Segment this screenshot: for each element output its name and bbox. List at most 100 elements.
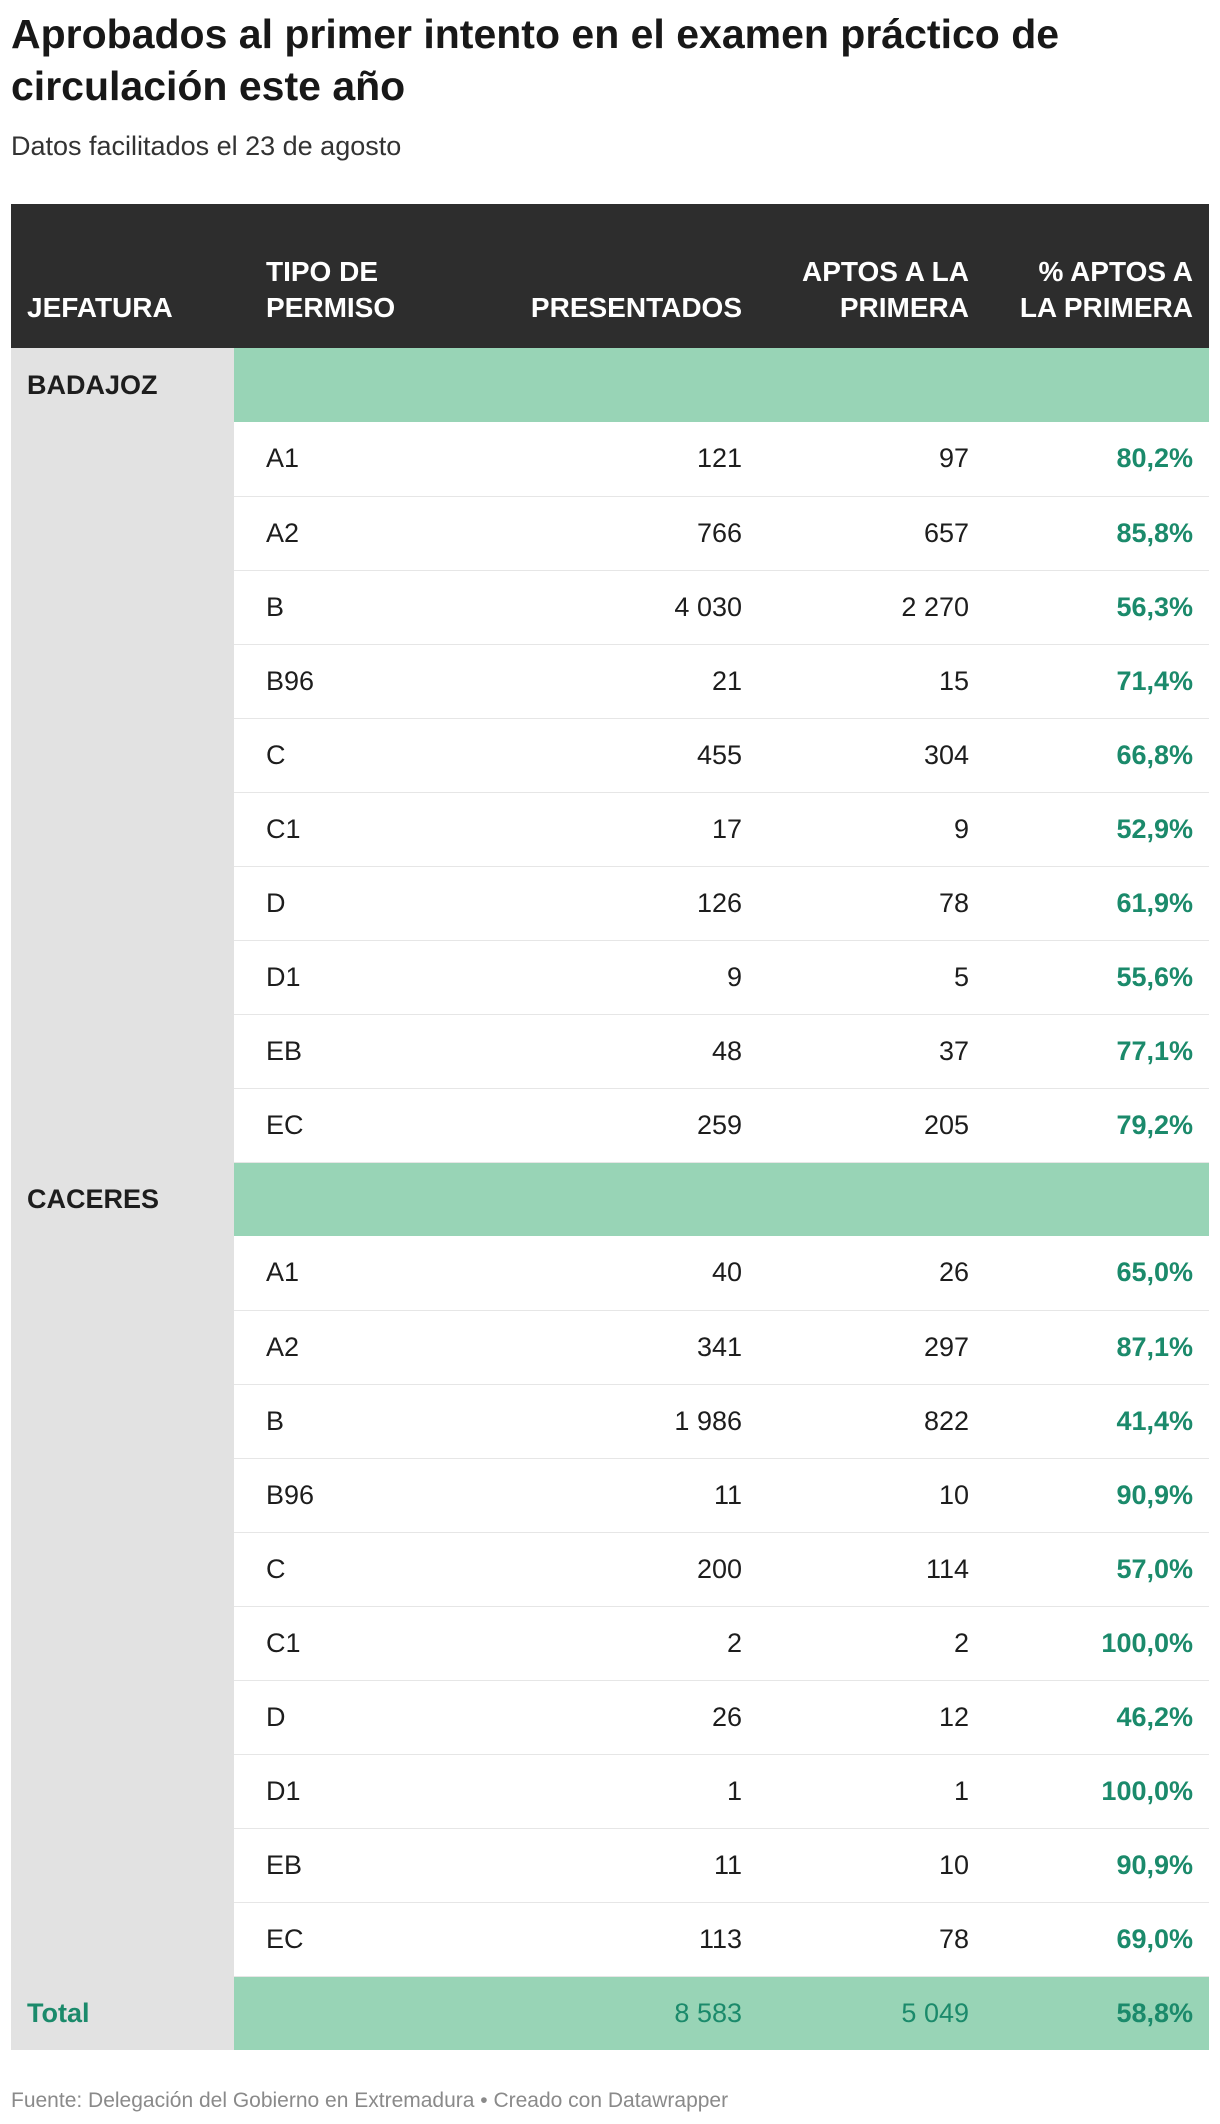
total-label: Total	[11, 1976, 234, 2050]
pct-aptos-cell: 80,2%	[985, 422, 1209, 497]
column-header-aptos[interactable]: APTOS A LA PRIMERA	[758, 204, 985, 348]
table-row: EC 259 205 79,2%	[11, 1088, 1209, 1163]
jefatura-cell	[11, 1902, 234, 1977]
table-row: D1 9 5 55,6%	[11, 940, 1209, 1015]
table-row: D 26 12 46,2%	[11, 1680, 1209, 1755]
table-row: EB 48 37 77,1%	[11, 1014, 1209, 1089]
tipo-permiso-cell: A2	[234, 496, 478, 571]
table-row: EB 11 10 90,9%	[11, 1828, 1209, 1903]
tipo-permiso-cell: C1	[234, 1606, 478, 1681]
tipo-permiso-cell: B	[234, 570, 478, 645]
pct-aptos-cell: 100,0%	[985, 1606, 1209, 1681]
tipo-permiso-cell: C	[234, 718, 478, 793]
jefatura-cell	[11, 422, 234, 497]
aptos-cell: 657	[758, 496, 985, 571]
tipo-permiso-cell: B	[234, 1384, 478, 1459]
pct-aptos-cell: 79,2%	[985, 1088, 1209, 1163]
pct-aptos-cell: 65,0%	[985, 1236, 1209, 1311]
tipo-permiso-cell: EC	[234, 1902, 478, 1977]
presentados-cell: 126	[478, 866, 758, 941]
group-row: BADAJOZ	[11, 348, 1209, 422]
tipo-permiso-cell: EB	[234, 1014, 478, 1089]
jefatura-cell	[11, 792, 234, 867]
presentados-cell: 21	[478, 644, 758, 719]
jefatura-cell	[11, 1754, 234, 1829]
pct-aptos-cell: 66,8%	[985, 718, 1209, 793]
aptos-cell: 12	[758, 1680, 985, 1755]
column-header-tipo-permiso[interactable]: TIPO DE PERMISO	[234, 204, 478, 348]
aptos-cell: 114	[758, 1532, 985, 1607]
jefatura-cell	[11, 1828, 234, 1903]
group-row: CACERES	[11, 1162, 1209, 1236]
table-row: B96 11 10 90,9%	[11, 1458, 1209, 1533]
presentados-cell: 9	[478, 940, 758, 1015]
aptos-cell: 97	[758, 422, 985, 497]
tipo-permiso-cell: A1	[234, 422, 478, 497]
tipo-permiso-cell: D1	[234, 1754, 478, 1829]
pct-aptos-cell: 52,9%	[985, 792, 1209, 867]
table-body: BADAJOZ A1 121 97 80,2% A2 766 657 85,8% B 4 030 2 …	[11, 348, 1209, 2050]
presentados-cell: 17	[478, 792, 758, 867]
jefatura-cell	[11, 1680, 234, 1755]
jefatura-cell	[11, 940, 234, 1015]
pct-aptos-cell: 57,0%	[985, 1532, 1209, 1607]
jefatura-cell	[11, 1384, 234, 1459]
pct-aptos-cell: 41,4%	[985, 1384, 1209, 1459]
group-jefatura-label: BADAJOZ	[11, 348, 234, 422]
table-row: A2 766 657 85,8%	[11, 496, 1209, 571]
pct-aptos-cell: 87,1%	[985, 1310, 1209, 1385]
presentados-cell: 113	[478, 1902, 758, 1977]
tipo-permiso-cell: EB	[234, 1828, 478, 1903]
tipo-permiso-cell: A2	[234, 1310, 478, 1385]
header-row: JEFATURA TIPO DE PERMISO PRESENTADOS APT…	[11, 204, 1209, 348]
total-tipo-cell	[234, 1976, 478, 2050]
total-aptos: 5 049	[758, 1976, 985, 2050]
column-header-presentados[interactable]: PRESENTADOS	[478, 204, 758, 348]
group-band	[234, 348, 1209, 422]
jefatura-cell	[11, 866, 234, 941]
presentados-cell: 40	[478, 1236, 758, 1311]
table-row: D1 1 1 100,0%	[11, 1754, 1209, 1829]
pct-aptos-cell: 90,9%	[985, 1458, 1209, 1533]
table-row: A1 121 97 80,2%	[11, 422, 1209, 497]
pct-aptos-cell: 85,8%	[985, 496, 1209, 571]
tipo-permiso-cell: D1	[234, 940, 478, 1015]
table-row: C1 17 9 52,9%	[11, 792, 1209, 867]
chart-subtitle: Datos facilitados el 23 de agosto	[11, 131, 402, 161]
presentados-cell: 4 030	[478, 570, 758, 645]
table-row: C 200 114 57,0%	[11, 1532, 1209, 1607]
pct-aptos-cell: 61,9%	[985, 866, 1209, 941]
presentados-cell: 121	[478, 422, 758, 497]
tipo-permiso-cell: D	[234, 866, 478, 941]
presentados-cell: 26	[478, 1680, 758, 1755]
column-header-jefatura[interactable]: JEFATURA	[11, 204, 234, 348]
pct-aptos-cell: 55,6%	[985, 940, 1209, 1015]
jefatura-cell	[11, 1088, 234, 1163]
aptos-cell: 26	[758, 1236, 985, 1311]
column-header-pct-aptos[interactable]: % APTOS A LA PRIMERA	[985, 204, 1209, 348]
pct-aptos-cell: 46,2%	[985, 1680, 1209, 1755]
total-row: Total 8 583 5 049 58,8%	[11, 1976, 1209, 2050]
aptos-cell: 15	[758, 644, 985, 719]
tipo-permiso-cell: B96	[234, 1458, 478, 1533]
table-row: EC 113 78 69,0%	[11, 1902, 1209, 1977]
presentados-cell: 11	[478, 1828, 758, 1903]
tipo-permiso-cell: B96	[234, 644, 478, 719]
aptos-cell: 2	[758, 1606, 985, 1681]
presentados-cell: 1	[478, 1754, 758, 1829]
jefatura-cell	[11, 1458, 234, 1533]
presentados-cell: 259	[478, 1088, 758, 1163]
aptos-cell: 10	[758, 1828, 985, 1903]
aptos-cell: 5	[758, 940, 985, 1015]
pct-aptos-cell: 56,3%	[985, 570, 1209, 645]
table-row: D 126 78 61,9%	[11, 866, 1209, 941]
total-presentados: 8 583	[478, 1976, 758, 2050]
aptos-cell: 205	[758, 1088, 985, 1163]
table-row: B96 21 15 71,4%	[11, 644, 1209, 719]
aptos-cell: 10	[758, 1458, 985, 1533]
pct-aptos-cell: 90,9%	[985, 1828, 1209, 1903]
tipo-permiso-cell: C	[234, 1532, 478, 1607]
presentados-cell: 341	[478, 1310, 758, 1385]
jefatura-cell	[11, 1310, 234, 1385]
